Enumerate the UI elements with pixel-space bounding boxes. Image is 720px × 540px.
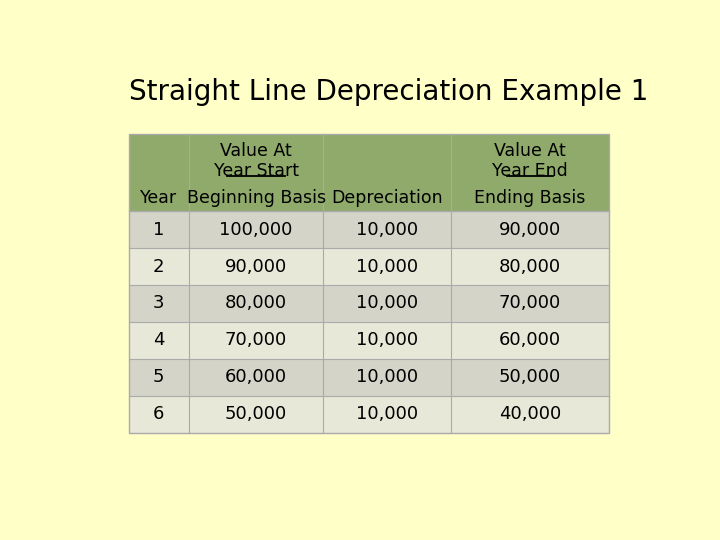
Text: 5: 5 [153,368,165,387]
Bar [129,248,609,285]
Text: 2: 2 [153,258,165,275]
Bar [129,359,609,396]
Bar [129,396,609,433]
Text: 50,000: 50,000 [499,368,561,387]
Bar [129,285,609,322]
Text: 80,000: 80,000 [499,258,561,275]
Text: 90,000: 90,000 [225,258,287,275]
Text: 4: 4 [153,332,165,349]
Bar [129,211,609,248]
Text: 70,000: 70,000 [499,294,561,313]
Text: 50,000: 50,000 [225,406,287,423]
Text: 60,000: 60,000 [499,332,561,349]
Text: Year End: Year End [492,162,568,180]
Text: 10,000: 10,000 [356,294,418,313]
Text: 10,000: 10,000 [356,368,418,387]
Bar [129,322,609,359]
Text: Year: Year [140,189,177,207]
Text: 3: 3 [153,294,165,313]
Text: Value At: Value At [494,142,566,160]
Bar [129,134,609,211]
Text: 10,000: 10,000 [356,332,418,349]
Text: 10,000: 10,000 [356,258,418,275]
Text: Value At: Value At [220,142,292,160]
Text: Ending Basis: Ending Basis [474,189,585,207]
Text: Year Start: Year Start [214,162,299,180]
Text: 90,000: 90,000 [499,220,561,239]
Text: 60,000: 60,000 [225,368,287,387]
Text: 70,000: 70,000 [225,332,287,349]
Bar [129,134,609,433]
Text: 10,000: 10,000 [356,406,418,423]
Text: Depreciation: Depreciation [331,189,443,207]
Text: Beginning Basis: Beginning Basis [186,189,325,207]
Text: 80,000: 80,000 [225,294,287,313]
Text: 6: 6 [153,406,164,423]
Text: 40,000: 40,000 [499,406,561,423]
Text: 100,000: 100,000 [220,220,293,239]
Text: 10,000: 10,000 [356,220,418,239]
Text: 1: 1 [153,220,164,239]
Text: Straight Line Depreciation Example 1: Straight Line Depreciation Example 1 [129,78,648,106]
